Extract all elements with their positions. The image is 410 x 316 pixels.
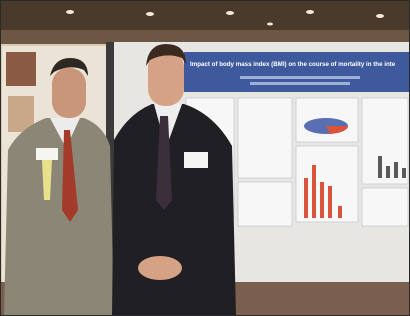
poster-title: Impact of body mass index (BMI) on the c… — [190, 61, 396, 68]
left-poster-logo — [6, 52, 36, 86]
ceiling-edge — [0, 30, 410, 44]
poster-authors — [240, 76, 360, 79]
poster-header — [184, 52, 410, 92]
page: {"poster": {"title": "Impact of body mas… — [0, 0, 410, 316]
poster-affiliation — [250, 82, 350, 85]
photo: Impact of body mass index (BMI) on the c… — [0, 0, 410, 316]
